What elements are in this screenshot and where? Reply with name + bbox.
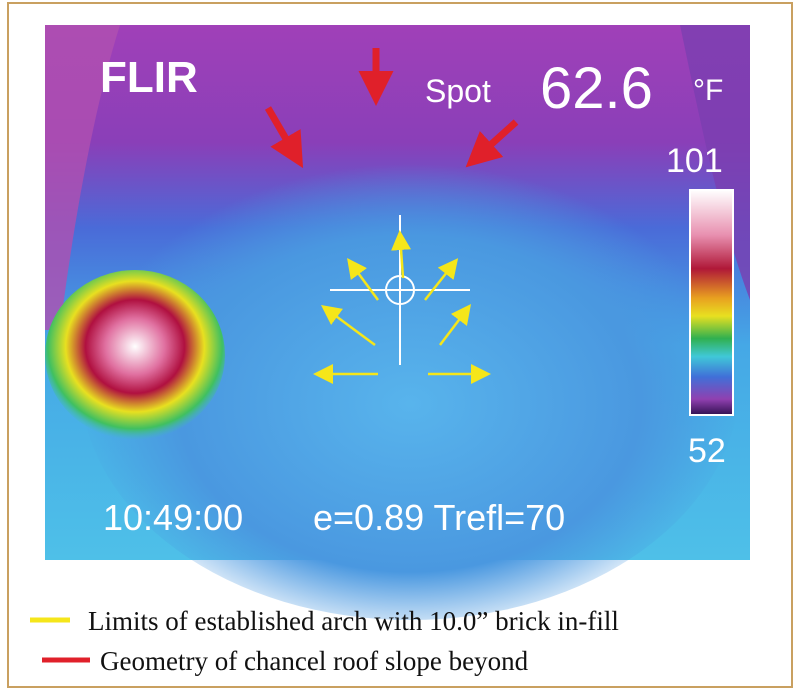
spot-label: Spot: [425, 73, 491, 109]
thermal-image: [45, 25, 750, 620]
scale-max: 101: [666, 142, 723, 180]
parameters: e=0.89 Trefl=70: [313, 497, 565, 538]
unit: °F: [693, 74, 723, 107]
yellow-arrows: [313, 230, 491, 384]
spot-value: 62.6: [540, 56, 653, 121]
red-arrows: [264, 48, 519, 169]
color-scale: [689, 189, 734, 416]
brand-logo: FLIR: [100, 53, 198, 102]
scale-min: 52: [688, 432, 726, 470]
legend-label: Limits of established arch with 10.0” br…: [88, 606, 619, 636]
time: 10:49:00: [103, 497, 243, 538]
legend-label: Geometry of chancel roof slope beyond: [100, 646, 529, 676]
frame: [7, 2, 793, 688]
